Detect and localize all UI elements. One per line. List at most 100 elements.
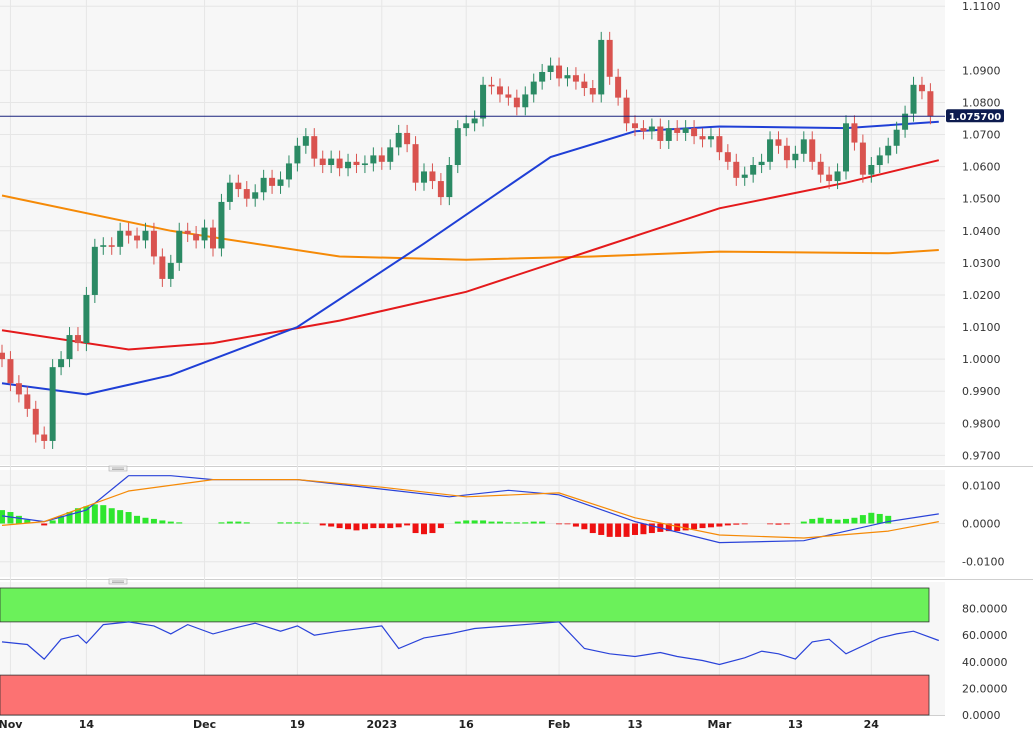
macd-histogram-bar	[783, 523, 790, 525]
macd-histogram-bar	[58, 515, 65, 524]
price-y-tick-label: 1.0300	[962, 257, 1001, 270]
macd-histogram-bar	[767, 523, 774, 525]
candle-body	[589, 88, 596, 95]
candle-body	[724, 152, 731, 162]
candle-body	[843, 123, 849, 172]
candle-body	[176, 230, 183, 263]
rsi-oversold-zone	[0, 674, 930, 716]
candle-body	[260, 177, 267, 193]
candle-body	[707, 136, 714, 140]
candle-body	[66, 335, 73, 360]
moving-average-line	[1, 159, 940, 351]
candle-body	[24, 394, 31, 409]
candle-body	[657, 126, 664, 141]
x-tick-label: Feb	[548, 718, 571, 731]
macd-histogram-bar	[859, 515, 866, 524]
candle-body	[159, 256, 166, 279]
candle-body	[243, 189, 250, 199]
macd-histogram-bar	[471, 520, 478, 524]
macd-histogram-bar	[378, 523, 385, 529]
macd-histogram-bar	[117, 510, 124, 524]
x-tick-label: 24	[864, 718, 880, 731]
candle-body	[522, 94, 529, 108]
candle-body	[429, 171, 436, 182]
y-axis-ticks: 1.1100 1.0900 1.0800 1.0700 1.0600 1.0500 1.04…	[962, 0, 1008, 722]
candle-body	[184, 230, 191, 234]
candle-body	[142, 230, 149, 241]
macd-histogram-bar	[488, 521, 495, 524]
x-tick-label: 13	[788, 718, 803, 731]
x-tick-label: 2023	[366, 718, 397, 731]
macd-histogram-bar	[826, 518, 833, 524]
macd-histogram-bar	[235, 521, 242, 524]
macd-y-tick-label: 0.0000	[962, 518, 1001, 531]
candle-body	[767, 139, 774, 162]
macd-histogram-bar	[834, 519, 841, 524]
candle-body	[598, 39, 605, 95]
candle-body	[252, 192, 259, 199]
candle-body	[758, 161, 765, 166]
candle-body	[277, 179, 284, 186]
price-y-tick-label: 1.0200	[962, 289, 1001, 302]
price-y-tick-label: 1.0800	[962, 96, 1001, 109]
macd-histogram-bar	[707, 523, 714, 528]
price-y-tick-label: 1.0100	[962, 321, 1001, 334]
rsi-resize-handle[interactable]	[108, 578, 128, 585]
candle-body	[49, 367, 56, 441]
x-tick-label: Mar	[708, 718, 732, 731]
macd-histogram-bar	[361, 523, 368, 530]
candle-body	[826, 174, 833, 182]
candle-body	[783, 145, 790, 161]
macd-histogram-bar	[336, 523, 343, 529]
candle-body	[361, 163, 368, 166]
rsi-line	[1, 621, 940, 666]
candle-body	[117, 230, 124, 247]
macd-histogram-bar	[817, 517, 824, 524]
candle-body	[733, 161, 740, 178]
candle-body	[412, 144, 419, 183]
macd-histogram-bar	[598, 523, 605, 535]
macd-histogram-bar	[404, 523, 411, 526]
macd-histogram-bar	[74, 508, 81, 524]
candle-body	[834, 171, 841, 182]
candle-body	[792, 153, 799, 161]
macd-signal-line	[1, 479, 939, 539]
candle-body	[505, 94, 512, 98]
candle-body	[665, 128, 672, 141]
candle-body	[201, 227, 208, 241]
candle-body	[851, 123, 858, 143]
macd-histogram-bar	[564, 523, 571, 525]
macd-histogram-bar	[513, 522, 520, 524]
x-tick-label: 19	[290, 718, 305, 731]
macd-histogram-bar	[134, 515, 141, 524]
macd-histogram-bar	[83, 506, 90, 524]
candle-body	[800, 139, 807, 154]
macd-histogram-bar	[851, 517, 858, 524]
candle-body	[378, 155, 385, 162]
x-tick-label: Dec	[193, 718, 216, 731]
macd-histogram-bar	[733, 523, 740, 525]
candle-body	[513, 97, 520, 108]
macd-histogram-bar	[615, 523, 622, 537]
macd-histogram-bar	[370, 523, 377, 529]
macd-histogram-bar	[496, 521, 503, 524]
current-price-tag: 1.075700	[946, 109, 1004, 123]
candle-body	[328, 158, 335, 166]
macd-histogram-bar	[724, 523, 731, 526]
macd-histogram-bar	[843, 518, 849, 524]
candle-body	[269, 177, 276, 186]
macd-resize-handle[interactable]	[108, 465, 128, 472]
candle-body	[446, 165, 453, 198]
macd-histogram-bar	[294, 522, 301, 524]
candle-body	[193, 234, 200, 241]
candle-body	[530, 81, 537, 95]
macd-histogram-bar	[572, 523, 579, 527]
macd-histogram-bar	[632, 523, 638, 535]
macd-histogram-bar	[395, 523, 402, 528]
macd-histogram-bar	[176, 522, 183, 524]
macd-histogram-bar	[91, 504, 98, 524]
macd-histogram-bar	[243, 522, 250, 524]
macd-histogram-bar	[868, 512, 875, 524]
macd-histogram-bar	[682, 523, 689, 531]
macd-histogram-bar	[800, 521, 807, 524]
